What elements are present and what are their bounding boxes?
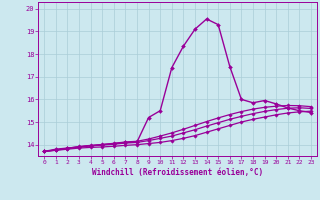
X-axis label: Windchill (Refroidissement éolien,°C): Windchill (Refroidissement éolien,°C) xyxy=(92,168,263,177)
